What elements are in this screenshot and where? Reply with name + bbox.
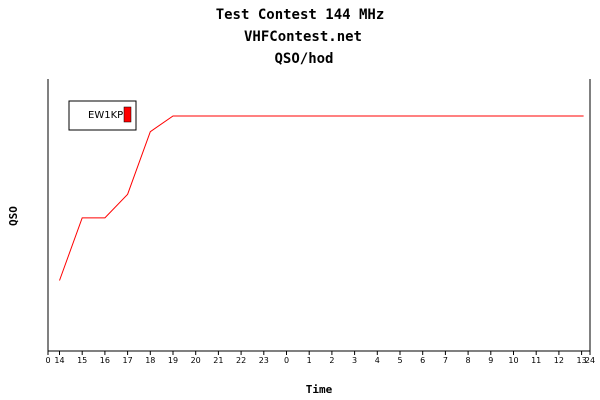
x-tick-label: 7 [443,356,448,365]
x-tick-label: 15 [77,356,87,365]
x-tick-label: 6 [420,356,425,365]
x-tick-label: 23 [259,356,269,365]
x-tick-label: 3 [352,356,357,365]
chart-subtitle: VHFContest.net [244,29,362,45]
x-tick-label: 4 [375,356,380,365]
x-tick-label: 11 [531,356,541,365]
x-tick-label: 16 [100,356,110,365]
x-tick-label: 9 [488,356,493,365]
x-tick-label: 17 [123,356,133,365]
legend-label: EW1KP [88,110,123,121]
x-tick-label: 0 [45,356,50,365]
x-tick-label: 18 [145,356,155,365]
legend: EW1KP [68,100,137,131]
x-tick-label: 0 [284,356,289,365]
x-ticks: 0 14 15 16 17 18 19 20 21 22 23 0 1 2 3 4 5 6 7 8 9 10 11 12 132… [45,351,595,365]
chart-subtitle-2: QSO/hod [274,51,333,67]
plot-area [47,79,591,352]
x-tick-label: 10 [508,356,518,365]
x-tick-label: 5 [397,356,402,365]
x-tick-label: 13 [577,356,587,365]
x-tick-label: 19 [168,356,178,365]
x-axis-label: Time [306,383,333,396]
legend-swatch [123,106,132,123]
x-tick-label: 1 [307,356,312,365]
x-tick-label: 2 [329,356,334,365]
x-tick-label: 12 [554,356,564,365]
x-tick-label: 14 [54,356,64,365]
chart-title: Test Contest 144 MHz [216,7,385,23]
series-layer [59,115,584,281]
x-tick-label: 24 [585,356,595,365]
x-tick-label: 21 [213,356,223,365]
x-tick-label: 20 [191,356,201,365]
x-tick-label: 22 [236,356,246,365]
legend-box [68,100,137,131]
series-line [59,115,584,281]
x-tick-label: 8 [466,356,471,365]
y-axis-label: QSO [7,206,20,226]
